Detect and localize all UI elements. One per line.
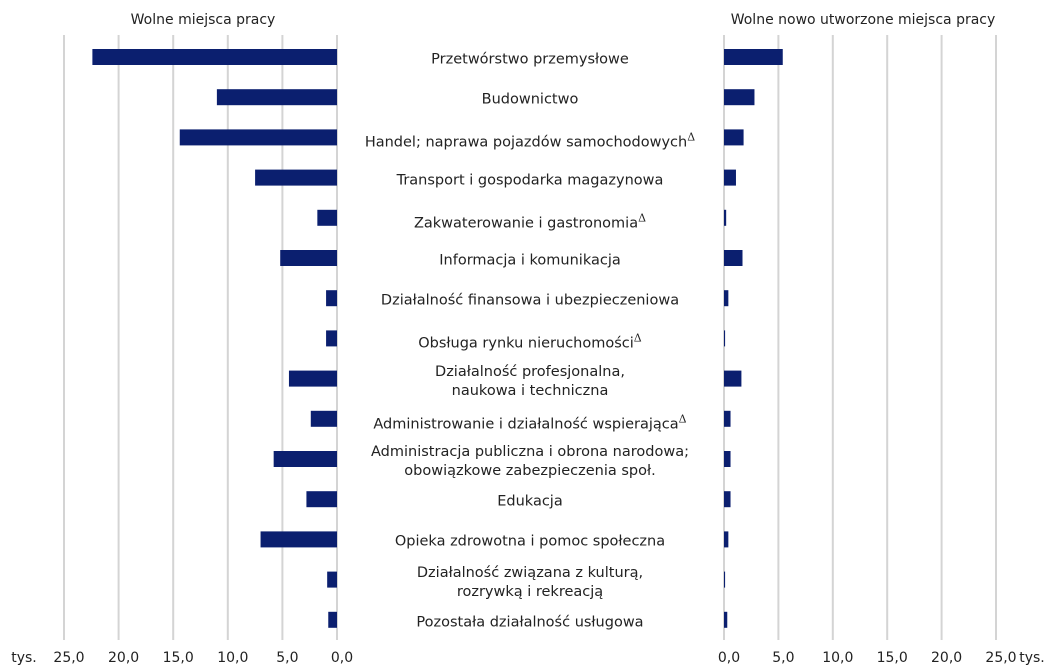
category-mark: Δ — [633, 331, 642, 345]
category-label: Edukacja — [340, 493, 720, 512]
category-text: Handel; naprawa pojazdów samochodowych — [364, 134, 688, 151]
category-label: Administrowanie i działalność wspierając… — [340, 409, 720, 434]
bar — [326, 290, 337, 307]
bar — [724, 330, 726, 347]
category-text: Przetwórstwo przemysłowe — [431, 51, 629, 68]
bar — [328, 611, 337, 628]
category-text: Budownictwo — [481, 91, 579, 108]
category-label: Działalność związana z kulturą, rozrywką… — [340, 564, 720, 602]
x-tick-label: 5,0 — [772, 650, 794, 666]
category-label: Handel; naprawa pojazdów samochodowychΔ — [340, 128, 720, 153]
bar — [724, 209, 727, 226]
bar — [724, 571, 726, 588]
category-text: Administrowanie i działalność wspierając… — [373, 416, 679, 433]
x-tick-label: 5,0 — [276, 650, 298, 666]
bar — [92, 49, 337, 65]
x-tick-label: 20,0 — [108, 650, 139, 666]
x-tick-label: 10,0 — [217, 650, 248, 666]
bar — [310, 410, 337, 427]
category-label: Działalność profesjonalna, naukowa i tec… — [340, 363, 720, 401]
bar — [724, 491, 731, 508]
bar — [724, 49, 783, 65]
category-label: Administracja publiczna i obrona narodow… — [340, 443, 720, 481]
bar — [288, 370, 337, 387]
category-mark: Δ — [678, 412, 687, 426]
bar — [255, 169, 337, 186]
bar — [280, 250, 337, 266]
bar — [724, 370, 742, 387]
category-label: Zakwaterowanie i gastronomiaΔ — [340, 208, 720, 233]
category-text: Działalność związana z kulturą, rozrywką… — [416, 564, 644, 600]
category-text: Opieka zdrowotna i pomoc społeczna — [394, 533, 666, 550]
bar — [260, 531, 337, 548]
bar — [724, 611, 728, 628]
axis-unit: tys. — [11, 650, 37, 666]
bar — [724, 250, 743, 266]
bar — [273, 451, 337, 467]
category-label: Budownictwo — [340, 91, 720, 110]
x-tick-label: 10,0 — [822, 650, 853, 666]
bar — [326, 330, 337, 347]
bar — [724, 89, 755, 106]
bar — [724, 129, 744, 146]
panel-title: Wolne miejsca pracy — [131, 12, 276, 28]
bar — [724, 410, 731, 427]
axis-unit: tys. — [1019, 650, 1045, 666]
category-label: Obsługa rynku nieruchomościΔ — [340, 329, 720, 354]
x-tick-label: 0,0 — [331, 650, 353, 666]
x-tick-label: 25,0 — [53, 650, 84, 666]
x-tick-label: 20,0 — [931, 650, 962, 666]
category-mark: Δ — [638, 211, 647, 225]
category-text: Administracja publiczna i obrona narodow… — [371, 444, 689, 479]
bar — [216, 89, 337, 106]
x-tick-label: 15,0 — [163, 650, 194, 666]
bar — [179, 129, 337, 146]
category-text: Pozostała działalność usługowa — [416, 614, 644, 631]
x-tick-label: 25,0 — [985, 650, 1016, 666]
x-tick-label: 0,0 — [718, 650, 740, 666]
category-text: Zakwaterowanie i gastronomia — [413, 215, 639, 232]
bar — [317, 209, 337, 226]
bar — [724, 531, 729, 548]
category-label: Transport i gospodarka magazynowa — [340, 171, 720, 190]
category-text: Działalność finansowa i ubezpieczeniowa — [380, 292, 680, 309]
category-label: Opieka zdrowotna i pomoc społeczna — [340, 533, 720, 552]
category-mark: Δ — [687, 130, 696, 144]
bar — [327, 571, 337, 588]
category-label: Informacja i komunikacja — [340, 252, 720, 271]
x-tick-label: 15,0 — [877, 650, 908, 666]
panel-title: Wolne nowo utworzone miejsca pracy — [731, 12, 996, 28]
category-text: Transport i gospodarka magazynowa — [396, 172, 664, 189]
category-label: Przetwórstwo przemysłowe — [340, 51, 720, 70]
category-label: Działalność finansowa i ubezpieczeniowa — [340, 292, 720, 311]
bar — [724, 169, 736, 186]
category-text: Obsługa rynku nieruchomości — [418, 335, 634, 352]
bar — [306, 491, 337, 508]
category-text: Informacja i komunikacja — [439, 252, 621, 269]
bar — [724, 451, 731, 467]
category-label: Pozostała działalność usługowa — [340, 613, 720, 632]
category-text: Edukacja — [497, 493, 563, 510]
category-text: Działalność profesjonalna, naukowa i tec… — [435, 363, 625, 399]
bar — [724, 290, 729, 307]
